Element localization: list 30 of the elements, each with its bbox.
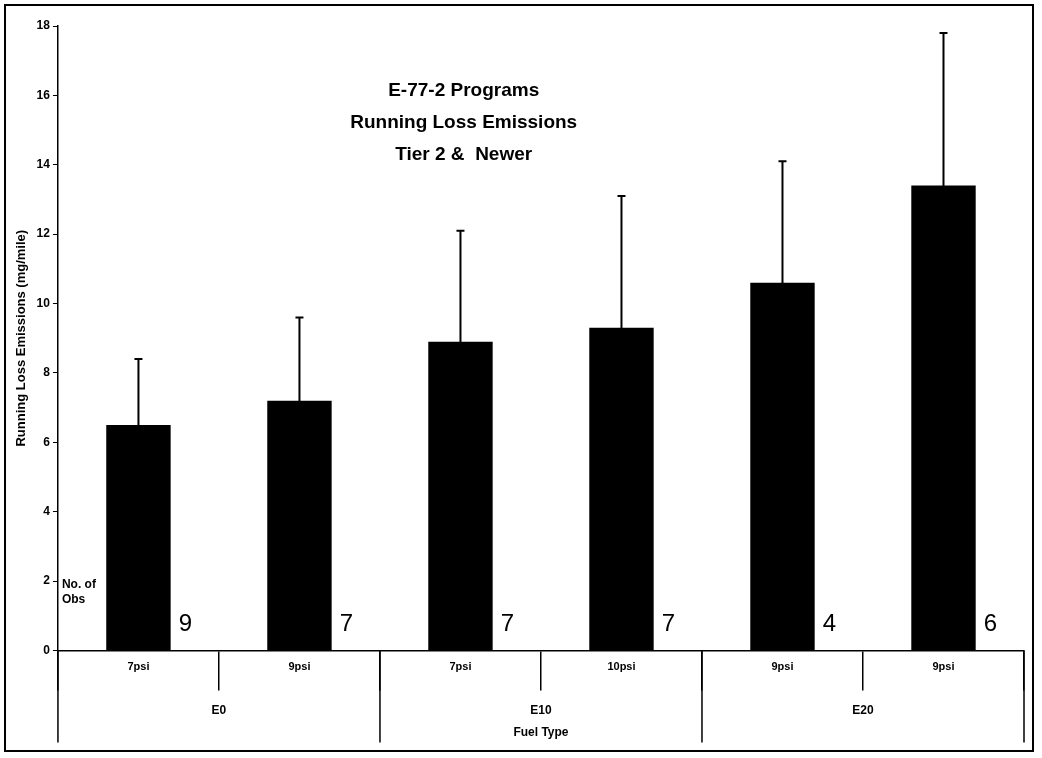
annotation: 6 — [983, 609, 998, 637]
x-tick-label: 7psi — [127, 660, 150, 673]
annotation: 7 — [500, 609, 515, 637]
text: Running Loss Emissions Tier 2 & Newer — [350, 111, 578, 165]
y-tick-label: 18 — [36, 18, 51, 33]
text: E0 — [211, 702, 227, 717]
x-axis-title: Fuel Type — [513, 725, 569, 740]
annotation: No. of Obs — [61, 576, 97, 606]
annotation: 9 — [178, 609, 193, 637]
annotation: 7 — [661, 609, 676, 637]
x-tick-label: 10psi — [607, 660, 636, 673]
y-tick-label: 0 — [43, 642, 51, 657]
y-tick-label: 14 — [36, 157, 51, 172]
y-tick-label: 8 — [43, 365, 51, 380]
text: E-77-2 Programs — [388, 79, 540, 101]
x-tick-label: 9psi — [932, 660, 955, 673]
y-tick-label: 4 — [43, 503, 51, 518]
annotation: 7 — [339, 609, 354, 637]
text: E10 — [530, 702, 552, 717]
x-tick-label: 9psi — [288, 660, 311, 673]
y-tick-label: 10 — [36, 295, 51, 310]
y-tick-label: 16 — [36, 87, 51, 102]
annotation: 4 — [822, 609, 837, 637]
y-tick-label: 6 — [43, 434, 51, 449]
x-tick-label: 7psi — [449, 660, 472, 673]
x-tick-label: 9psi — [771, 660, 794, 673]
y-axis-title: Running Loss Emissions (mg/mile) — [13, 229, 29, 447]
text: E20 — [852, 702, 874, 717]
y-tick-label: 2 — [43, 573, 51, 588]
y-tick-label: 12 — [36, 226, 51, 241]
